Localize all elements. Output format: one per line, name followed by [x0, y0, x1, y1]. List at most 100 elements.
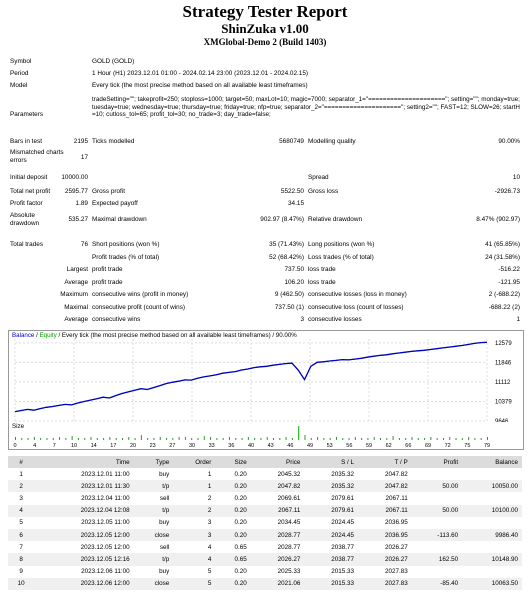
size-bar — [304, 435, 306, 440]
column-header: Size — [215, 456, 251, 468]
table-cell: t/p — [133, 553, 174, 566]
server-info: XMGlobal-Demo 2 (Build 1403) — [203, 37, 327, 47]
size-bar — [342, 438, 344, 440]
spread-label: Spread — [308, 174, 329, 181]
size-bar — [15, 437, 16, 440]
size-bar — [430, 437, 432, 440]
table-cell: 2045.32 — [277, 470, 301, 478]
table-cell: close — [133, 577, 174, 590]
table-cell — [462, 468, 522, 480]
model-value: Every tick (the most precise method base… — [92, 82, 308, 89]
average-profit-value: 106.20 — [284, 279, 304, 286]
max-consec-loss-label: consecutive loss (count of losses) — [308, 304, 404, 311]
table-cell: 2035.32 — [304, 480, 359, 493]
table-cell: 2023.12.01 11:00 — [81, 470, 130, 478]
table-cell: 2023.12.05 12:16 — [34, 553, 134, 566]
quality-label: Modelling quality — [308, 138, 356, 145]
size-bar — [260, 438, 262, 440]
size-bar — [386, 438, 388, 440]
model-label: Model — [10, 82, 28, 89]
size-bar — [398, 438, 400, 440]
max-consec-loss-value: -688.22 (2) — [488, 304, 520, 311]
x-tick-label: 69 — [425, 443, 431, 449]
table-cell: 1 — [173, 480, 216, 493]
x-tick-label: 40 — [248, 443, 254, 449]
table-cell: buy — [159, 568, 170, 576]
size-bar — [442, 438, 444, 440]
table-cell: 2067.11 — [385, 494, 408, 502]
x-tick-label: 4 — [33, 443, 36, 449]
spread-value: 10 — [512, 174, 520, 181]
total-trades-value: 76 — [80, 241, 88, 248]
table-cell: buy — [159, 470, 170, 478]
average-label: Average — [64, 279, 88, 286]
size-panel: Size 0 4 7 10 14 17 20 23 27 30 33 36 40 43 46 49 53 56 59… — [8, 422, 524, 450]
size-bar — [52, 438, 54, 440]
size-bar — [216, 438, 218, 440]
table-cell: 2067.11 — [250, 504, 305, 517]
table-cell: 0.20 — [215, 480, 251, 493]
x-tick-label: 66 — [405, 443, 411, 449]
size-bar — [166, 438, 168, 440]
table-row: 2 2023.12.01 11:30 t/p 1 0.20 2047.82 2035.32 2… — [8, 480, 522, 493]
table-cell: 2079.61 — [304, 504, 359, 517]
table-cell — [412, 541, 462, 553]
x-tick-label: 23 — [150, 443, 156, 449]
table-cell: 2015.33 — [331, 568, 355, 576]
size-bar — [298, 426, 300, 440]
x-tick-label: 0 — [13, 443, 16, 449]
x-tick-label: 14 — [91, 443, 97, 449]
table-cell: 2027.83 — [358, 577, 412, 590]
x-tick-label: 30 — [189, 443, 195, 449]
deposit-value: 10000.00 — [61, 174, 88, 181]
table-cell: 5 — [207, 568, 212, 576]
table-cell: 2079.61 — [331, 494, 355, 502]
size-bar — [317, 437, 319, 440]
size-bar — [266, 437, 268, 440]
table-cell: 9986.40 — [462, 528, 522, 542]
table-cell: 2023.12.05 12:00 — [34, 528, 134, 542]
size-bar — [392, 436, 394, 440]
table-cell: 2027.83 — [384, 568, 408, 576]
profit-factor-label: Profit factor — [10, 200, 43, 207]
size-bar — [147, 438, 149, 440]
bars-label: Bars in test — [10, 138, 42, 145]
size-bars-plot: 0 4 7 10 14 17 20 23 27 30 33 36 40 43 46 49 53 56 59 62 66 6… — [13, 426, 490, 449]
size-bar — [361, 438, 363, 440]
table-cell — [412, 566, 462, 578]
table-cell: 2036.95 — [384, 519, 408, 527]
table-cell — [462, 541, 522, 553]
size-bar — [354, 437, 356, 440]
absolute-drawdown-value: 535.27 — [68, 216, 88, 223]
ticks-value: 5680749 — [279, 138, 304, 145]
table-cell: 2069.61 — [277, 494, 301, 502]
column-header: Price — [250, 456, 305, 468]
size-bar — [153, 438, 155, 440]
table-cell: close — [133, 528, 174, 542]
net-profit-value: 2595.77 — [64, 188, 88, 195]
size-bar — [487, 437, 488, 440]
table-cell: sell — [159, 494, 170, 502]
size-bar — [417, 438, 419, 440]
size-bar — [279, 438, 281, 440]
size-bar — [310, 438, 312, 440]
size-bar — [84, 438, 86, 440]
maximal-drawdown-value: 902.97 (8.47%) — [260, 216, 304, 223]
x-tick-label: 27 — [169, 443, 175, 449]
table-cell: 10050.00 — [462, 480, 522, 493]
period-value: 1 Hour (H1) 2023.12.01 01:00 - 2024.02.1… — [92, 70, 309, 77]
size-bar — [411, 437, 413, 440]
size-bar — [348, 438, 350, 440]
size-bar — [27, 438, 29, 440]
largest-profit-value: 737.50 — [284, 266, 304, 273]
table-cell: 2 — [173, 504, 216, 517]
table-cell: 2026.27 — [358, 553, 412, 566]
table-cell: 0.20 — [234, 470, 247, 478]
size-bar — [335, 437, 337, 440]
maximum-label: Maximum — [60, 291, 88, 298]
symbol-label: Symbol — [10, 58, 32, 65]
size-bar — [172, 438, 174, 440]
table-cell: 8 — [8, 553, 35, 566]
table-cell — [412, 517, 462, 529]
